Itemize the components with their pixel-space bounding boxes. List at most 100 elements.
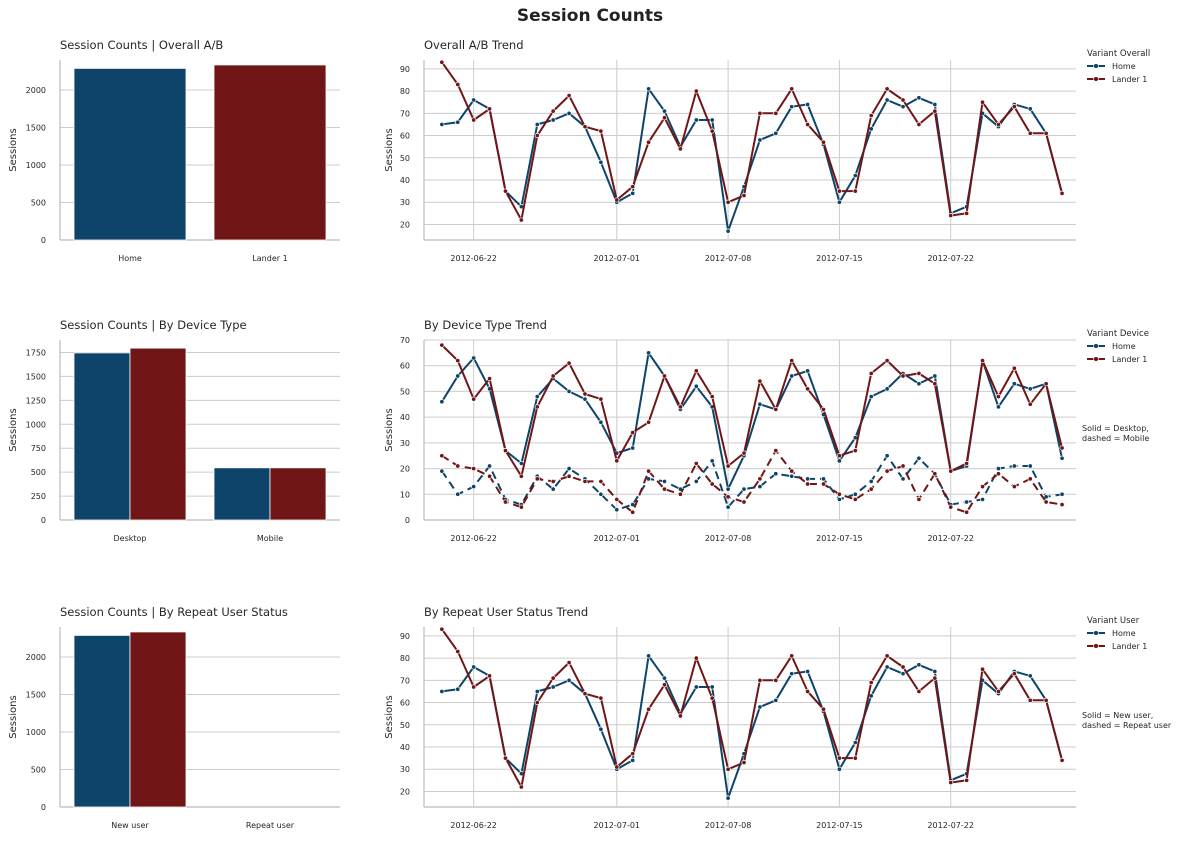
bar-lander-1 [213, 64, 327, 241]
y-tick-label: 500 [31, 766, 46, 775]
data-point [995, 394, 1001, 400]
x-tick-label: 2012-07-01 [594, 254, 641, 263]
data-point [502, 188, 509, 194]
chart-2: Overall A/B Trend Sessions 20 30 40 50 60 70 80 9… [384, 38, 1150, 263]
data-point [757, 704, 763, 710]
data-point [582, 391, 588, 397]
data-point [725, 766, 731, 772]
data-point [646, 139, 652, 145]
y-tick-label: 60 [400, 132, 410, 141]
y-tick-label: 80 [400, 654, 410, 663]
data-point [995, 471, 1001, 477]
data-point [566, 466, 572, 472]
data-point [582, 396, 588, 402]
data-point [534, 476, 540, 482]
data-point [614, 458, 620, 464]
data-point [948, 468, 954, 474]
legend-entry: Home [1112, 629, 1136, 638]
data-point [757, 401, 763, 407]
bar-mobile-lander-1 [269, 467, 327, 521]
y-tick-label: 500 [31, 199, 46, 208]
data-point [773, 406, 779, 412]
data-point [852, 448, 858, 454]
data-point [836, 496, 842, 502]
y-tick-label: 1000 [26, 728, 46, 737]
data-point [820, 139, 827, 145]
data-point [598, 159, 604, 165]
data-point [773, 677, 779, 683]
x-tick-label: Mobile [257, 534, 283, 543]
chart-5: Session Counts | By Repeat User Status Se… [8, 605, 340, 830]
y-tick-label: 1500 [26, 124, 46, 133]
data-point [487, 463, 493, 469]
data-point [1059, 190, 1065, 196]
data-point [582, 691, 588, 697]
data-point [455, 686, 461, 692]
note-text: dashed = Repeat user [1082, 721, 1172, 730]
y-tick-label: 750 [31, 444, 46, 453]
data-point [741, 499, 747, 505]
data-point [439, 468, 445, 474]
y-tick-label: 50 [400, 387, 410, 396]
series-line [441, 628, 1063, 788]
data-point [646, 706, 652, 712]
data-point [693, 478, 699, 484]
y-tick-label: 1000 [26, 420, 46, 429]
y-tick-label: 50 [400, 154, 410, 163]
data-point [709, 458, 715, 464]
data-point [836, 766, 842, 772]
data-point [471, 97, 477, 103]
data-point [1027, 106, 1033, 112]
data-point [598, 396, 604, 402]
data-point [661, 486, 668, 492]
data-point [646, 86, 652, 92]
legend-title: Variant Overall [1087, 49, 1150, 59]
series-lander-1-solid [439, 626, 1065, 790]
data-point [1059, 757, 1065, 763]
y-tick-label: 80 [400, 87, 410, 96]
data-point [773, 471, 779, 477]
data-point [709, 481, 715, 487]
legend-entry: Lander 1 [1112, 75, 1147, 84]
series-lander-1-solid [439, 59, 1065, 223]
data-point [550, 117, 556, 123]
data-point [836, 453, 842, 459]
data-point [1011, 381, 1017, 387]
series-line [441, 344, 1063, 478]
data-point [900, 476, 906, 482]
data-point [598, 726, 604, 732]
data-point [693, 383, 699, 389]
data-point [868, 680, 874, 686]
data-point [757, 378, 763, 384]
data-point [677, 491, 683, 497]
note-text: Solid = Desktop, [1082, 424, 1149, 433]
y-tick-label: 90 [400, 632, 410, 641]
data-point [932, 108, 938, 114]
x-tick-label: 2012-07-15 [816, 534, 863, 543]
data-point [630, 509, 636, 515]
data-point [614, 507, 620, 513]
figure-title: Session Counts [516, 6, 664, 26]
data-point [1011, 365, 1017, 371]
data-point [1011, 463, 1017, 469]
data-point [518, 217, 524, 223]
data-point [805, 688, 811, 694]
data-point [1027, 697, 1033, 703]
data-point [693, 368, 699, 374]
bar-mobile-home [213, 467, 271, 521]
data-point [518, 460, 524, 466]
data-point [773, 130, 779, 136]
data-point [439, 626, 445, 632]
data-point [471, 117, 477, 123]
data-point [518, 473, 524, 479]
data-point [630, 430, 636, 436]
data-point [1043, 494, 1049, 500]
data-point [439, 121, 445, 127]
data-point [805, 121, 811, 127]
chart-title: Session Counts | Overall A/B [60, 38, 223, 52]
x-tick-label: 2012-07-01 [594, 534, 641, 543]
data-point [534, 133, 540, 139]
data-point [789, 473, 795, 479]
chart-title: Session Counts | By Repeat User Status [60, 605, 288, 619]
